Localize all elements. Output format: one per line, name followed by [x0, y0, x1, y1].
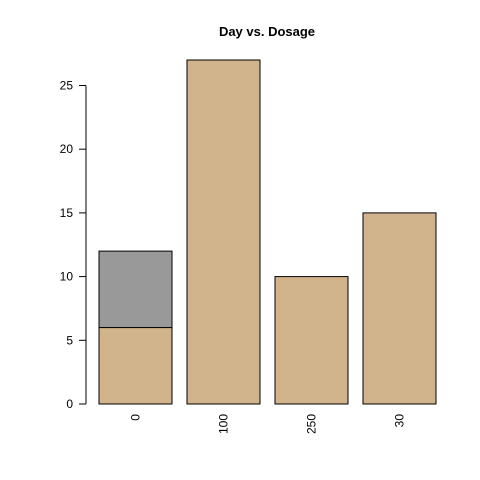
y-axis: 0 5 10 15 20 25 [60, 78, 87, 411]
bar-0-segment-2 [98, 250, 173, 329]
bar-100-segment-1 [186, 59, 261, 405]
x-tick-label-250: 250 [305, 414, 319, 434]
y-tick-label: 0 [66, 397, 73, 411]
bar-250-segment-1 [274, 276, 349, 405]
x-tick-label-100: 100 [217, 414, 231, 434]
bars-group [98, 59, 437, 405]
y-tick-label: 10 [60, 270, 74, 284]
x-tick-label-30: 30 [393, 414, 407, 428]
y-tick-label: 5 [66, 333, 73, 347]
y-tick-label: 15 [60, 206, 74, 220]
y-tick-label: 20 [60, 142, 74, 156]
bar-30-segment-1 [362, 212, 437, 405]
x-axis-labels: 0 100 250 30 [129, 414, 407, 434]
y-tick-label: 25 [60, 78, 74, 92]
chart-title: Day vs. Dosage [219, 24, 315, 39]
x-tick-label-0: 0 [129, 414, 143, 421]
bar-0-segment-1 [98, 327, 173, 405]
